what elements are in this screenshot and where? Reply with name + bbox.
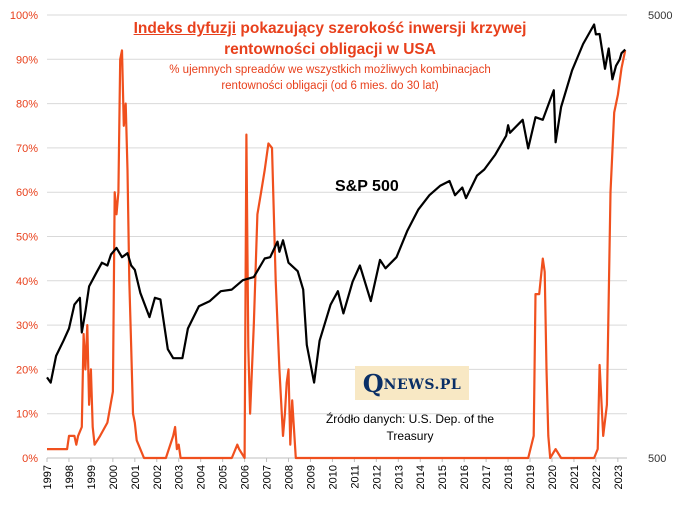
qnews-logo: Q NEWS.PL (355, 366, 469, 400)
x-tick-label: 2019 (525, 465, 537, 489)
chart-subtitle: % ujemnych spreadów we wszystkich możliw… (100, 62, 560, 94)
x-tick-label: 2020 (547, 465, 559, 489)
y-left-tick-label: 50% (16, 232, 38, 244)
y-left-tick-label: 80% (16, 99, 38, 111)
x-tick-label: 2005 (218, 465, 230, 489)
y-left-tick-label: 30% (16, 320, 38, 332)
x-tick-label: 2000 (108, 465, 120, 489)
y-left-tick-label: 10% (16, 409, 38, 421)
logo-q: Q (362, 368, 384, 398)
x-tick-label: 2003 (174, 465, 186, 489)
y-left-tick-label: 60% (16, 187, 38, 199)
x-tick-label: 2011 (349, 465, 361, 489)
source-line2: Treasury (386, 429, 434, 443)
y-left-tick-label: 40% (16, 276, 38, 288)
x-tick-label: 2023 (613, 465, 625, 489)
chart-title-rest: pokazujący szerokość inwersji krzywej (236, 20, 527, 37)
x-tick-label: 2014 (415, 465, 427, 489)
chart-title-line2: rentowności obligacji w USA (224, 41, 436, 58)
chart-subtitle-line2: rentowności obligacji (od 6 mies. do 30 … (221, 80, 439, 92)
x-tick-label: 2016 (459, 465, 471, 489)
y-left-tick-label: 70% (16, 143, 38, 155)
sp500-series-label: S&P 500 (335, 178, 399, 195)
x-tick-label: 2021 (569, 465, 581, 489)
x-tick-label: 2010 (327, 465, 339, 489)
sp500-line (46, 23, 626, 384)
x-tick-label: 2007 (262, 465, 274, 489)
y-left-tick-label: 20% (16, 364, 38, 376)
x-tick-label: 2018 (503, 465, 515, 489)
y-left-tick-label: 100% (10, 10, 38, 22)
diffusion-index-line (47, 49, 627, 460)
y-right-tick-label: 500 (648, 453, 666, 465)
x-tick-label: 2004 (196, 465, 208, 489)
x-tick-label: 2017 (481, 465, 493, 489)
x-tick-label: 2006 (240, 465, 252, 489)
x-tick-label: 1998 (64, 465, 76, 489)
chart-title-block: Indeks dyfuzji pokazujący szerokość inwe… (100, 18, 560, 94)
y-left-tick-label: 90% (16, 54, 38, 66)
x-tick-label: 2009 (305, 465, 317, 489)
x-tick-label: 2008 (284, 465, 296, 489)
source-note: Źródło danych: U.S. Dep. of the Treasury (300, 411, 520, 445)
x-tick-label: 2022 (591, 465, 603, 489)
chart-subtitle-line1: % ujemnych spreadów we wszystkich możliw… (169, 64, 491, 76)
source-line1: Źródło danych: U.S. Dep. of the (325, 412, 495, 426)
x-tick-label: 2002 (152, 465, 164, 489)
x-tick-label: 1997 (42, 465, 54, 489)
x-tick-label: 1999 (86, 465, 98, 489)
logo-text: NEWS.PL (383, 377, 462, 393)
chart-title-emph: Indeks dyfuzji (133, 20, 237, 37)
x-tick-label: 2001 (130, 465, 142, 489)
chart-title: Indeks dyfuzji pokazujący szerokość inwe… (100, 18, 560, 60)
x-tick-label: 2013 (393, 465, 405, 489)
y-right-tick-label: 5000 (648, 10, 672, 22)
x-tick-label: 2015 (437, 465, 449, 489)
x-tick-label: 2012 (371, 465, 383, 489)
y-left-tick-label: 0% (22, 453, 38, 465)
